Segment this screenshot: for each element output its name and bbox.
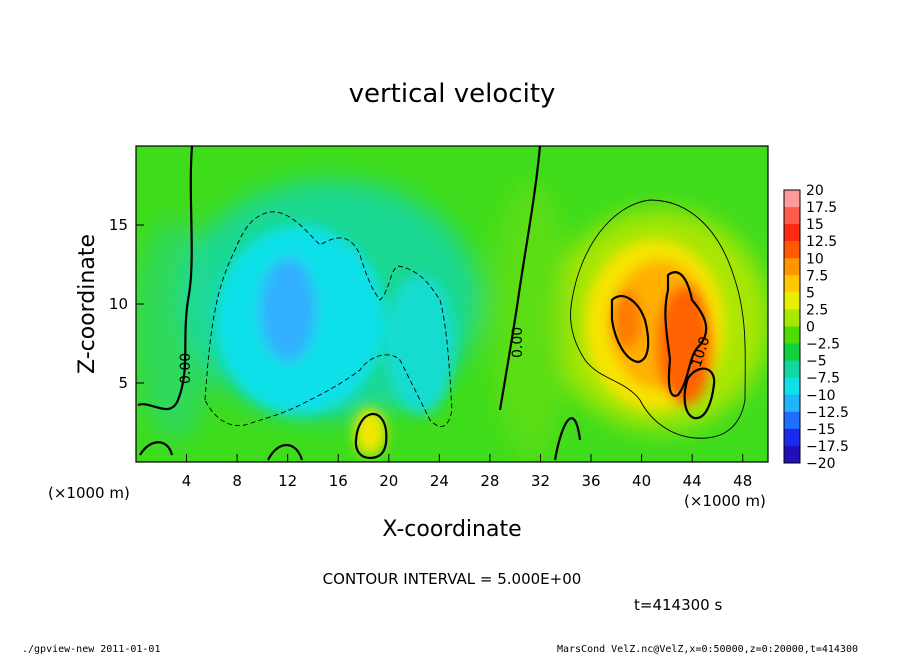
- x-tick-label: 24: [430, 472, 449, 490]
- colorbar-swatch: [784, 360, 800, 379]
- velocity-field: 0.00 0.00 10.0: [136, 146, 768, 462]
- z-unit-label: (×1000 m): [48, 484, 130, 502]
- contour-pos10-west: [610, 295, 650, 364]
- contour-label-center: 0.00: [510, 327, 526, 358]
- x-tick-label: 8: [232, 472, 242, 490]
- colorbar-swatch: [784, 428, 800, 447]
- colorbar-swatch: [784, 292, 800, 310]
- contour-neg5: [204, 211, 453, 427]
- x-tick-label: 12: [278, 472, 297, 490]
- colorbar-frame: [783, 189, 801, 464]
- colorbar-swatch: [784, 275, 800, 293]
- colorbar-label: −7.5: [806, 371, 840, 387]
- colorbar-swatch: [784, 411, 800, 430]
- colorbar-label: 2.5: [806, 302, 828, 318]
- contour-zero-left: [137, 146, 194, 411]
- colorbar-swatch: [784, 394, 800, 413]
- y-axis: 5 10 15: [109, 216, 144, 392]
- x-tick-label: 40: [632, 472, 651, 490]
- colorbar-swatch: [784, 343, 800, 362]
- contour-pos5: [570, 199, 746, 439]
- colorbar-swatch: [784, 224, 800, 242]
- chart-title: vertical velocity: [349, 79, 556, 109]
- x-axis: 4 8 12 16 20 24 28 32 36 40 44 48: [182, 454, 752, 490]
- x-tick-label: 48: [733, 472, 752, 490]
- colorbar-label: 20: [806, 183, 824, 199]
- colorbar-swatch: [784, 241, 800, 259]
- contour-pos10-south: [683, 367, 716, 420]
- colorbar-label: −5: [806, 354, 827, 370]
- downdraft-core: [260, 258, 316, 362]
- x-tick-label: 28: [480, 472, 499, 490]
- contour-low-updraft: [354, 412, 388, 460]
- colorbar-label: 0: [806, 320, 815, 336]
- colorbar-swatch: [784, 207, 800, 225]
- contour-bottom-mid: [267, 443, 304, 461]
- x-axis-label: X-coordinate: [382, 517, 521, 542]
- y-tick-label: 5: [118, 374, 128, 392]
- y-tick-label: 10: [109, 295, 128, 313]
- colorbar-label: −2.5: [806, 337, 840, 353]
- x-tick-label: 20: [379, 472, 398, 490]
- x-tick-label: 44: [683, 472, 702, 490]
- x-tick-label: 36: [581, 472, 600, 490]
- time-text: t=414300 s: [634, 596, 722, 614]
- colorbar-label: −15: [806, 422, 836, 438]
- colorbar-label: 17.5: [806, 200, 837, 216]
- contour-zero-center: [498, 146, 542, 411]
- x-unit-label: (×1000 m): [684, 492, 766, 510]
- downdraft-secondary: [385, 275, 455, 415]
- colorbar-label: 12.5: [806, 234, 837, 250]
- x-tick-label: 4: [182, 472, 192, 490]
- contour-bottom-left: [139, 441, 174, 456]
- contour-pos10-east: [664, 271, 708, 397]
- colorbar-label: −12.5: [806, 405, 849, 421]
- colorbar-swatch: [784, 377, 800, 396]
- footer-left: ./gpview-new 2011-01-01: [22, 644, 160, 654]
- colorbar-label: 15: [806, 217, 824, 233]
- contour-bottom-right: [553, 417, 582, 461]
- updraft-core: [657, 285, 713, 405]
- colorbar-label: −17.5: [806, 439, 849, 455]
- colorbar-label: −20: [806, 456, 836, 472]
- colorbar-swatch: [784, 190, 800, 208]
- y-tick-label: 15: [109, 216, 128, 234]
- weak-positive-near-center: [490, 180, 570, 460]
- updraft-core-west: [610, 290, 642, 350]
- x-tick-label: 16: [329, 472, 348, 490]
- colorbar-label: 5: [806, 285, 815, 301]
- colorbar-label: −10: [806, 388, 836, 404]
- colorbar-swatch: [784, 309, 800, 327]
- colorbar-swatch: [784, 258, 800, 276]
- colorbar-label: 10: [806, 251, 824, 267]
- contour-label-left: 0.00: [178, 353, 194, 384]
- contour-interval-text: CONTOUR INTERVAL = 5.000E+00: [323, 570, 582, 588]
- colorbar-swatch: [784, 445, 800, 464]
- footer-right: MarsCond_VelZ.nc@VelZ,x=0:50000,z=0:2000…: [557, 644, 858, 654]
- colorbar-label: 7.5: [806, 268, 828, 284]
- colorbar-swatch: [784, 326, 800, 345]
- y-axis-label: Z-coordinate: [75, 234, 100, 374]
- x-tick-label: 32: [531, 472, 550, 490]
